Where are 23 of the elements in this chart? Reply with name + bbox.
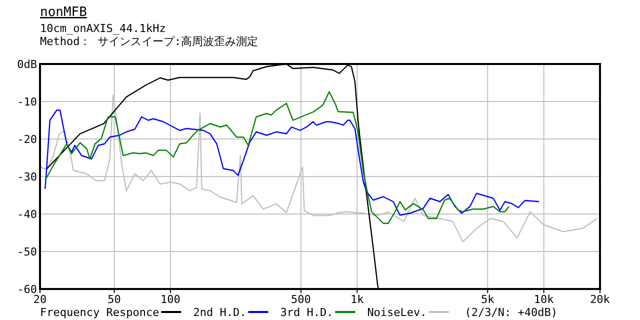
x-tick-label: 500	[291, 293, 311, 306]
x-tick-label: 20	[33, 293, 47, 306]
x-tick-label: 20k	[590, 293, 610, 306]
y-tick-label: -60	[17, 283, 37, 296]
y-tick-label: -30	[17, 170, 37, 184]
y-tick-label: -40	[17, 208, 37, 221]
chart-subtitle: 10cm_onAXIS_44.1kHz	[40, 22, 166, 35]
y-tick-label: -20	[17, 133, 37, 146]
x-tick-label: 10k	[534, 293, 554, 306]
text: (2/3/N: +40dB)	[464, 306, 558, 319]
x-tick-label: 5k	[480, 293, 495, 306]
legend-label: NoiseLev.	[367, 306, 427, 319]
x-tick-label: 50	[108, 293, 121, 306]
legend-label: Frequency Responce	[40, 306, 160, 319]
x-tick-label: 1k	[350, 293, 364, 306]
legend-label: 2nd H.D.	[193, 306, 246, 319]
y-tick-label: 0dB	[17, 58, 38, 71]
chart-title: nonMFB	[40, 5, 88, 20]
x-tick-label: 100	[160, 293, 180, 306]
text: Method： サインスイープ:高周波歪み測定	[40, 35, 258, 48]
y-tick-label: -10	[17, 96, 37, 108]
legend-label: 3rd H.D.	[280, 306, 334, 319]
y-tick-label: -50	[17, 246, 37, 258]
